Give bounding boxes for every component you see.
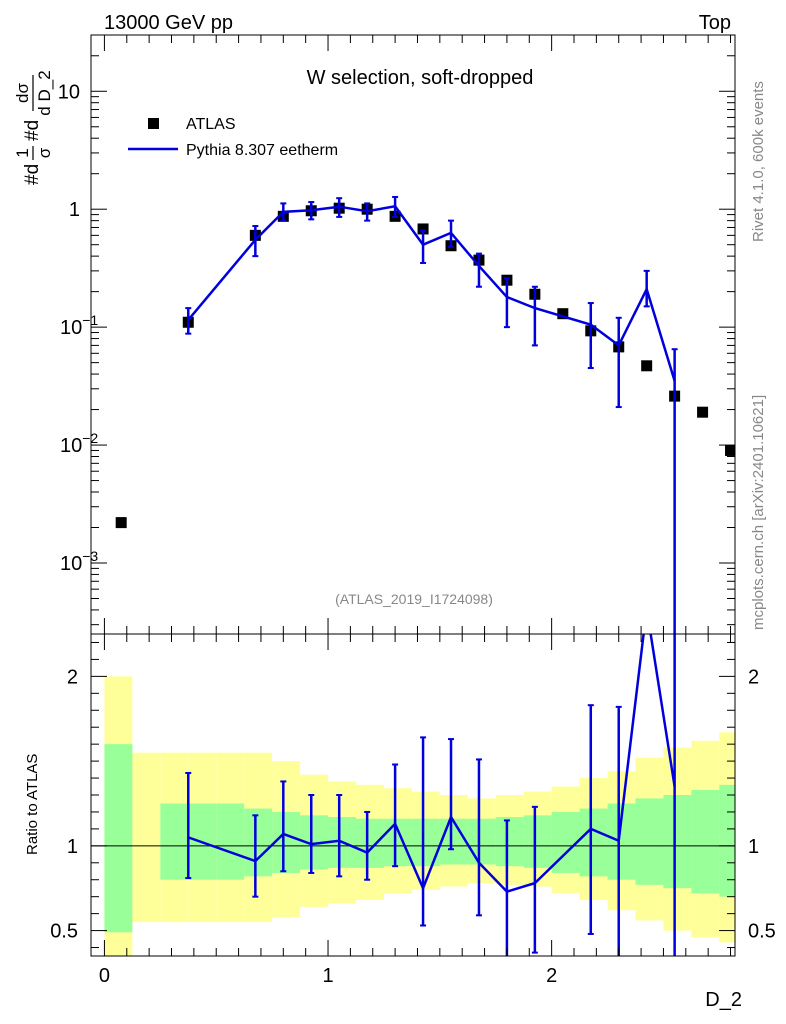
uncertainty-band-inner [719,784,735,897]
ylabel-mid: #d [22,120,43,141]
main-panel: 10 1 10−1 10−2 10−3 W selection, soft-droppe… [58,34,736,635]
top-y-axis-label: #d 1 σ #d dσ d D_2 [13,70,54,185]
top-y-tick-label: 10−3 [60,548,98,575]
ylabel-frac2-num: dσ [13,83,32,103]
mcplots-label: mcplots.cern.ch [arXiv:2401.10621] [750,395,767,630]
uncertainty-band-inner [244,808,273,877]
ratio-y-tick-label-right: 0.5 [748,921,776,943]
uncertainty-band-inner [272,811,301,873]
chart-title: W selection, soft-dropped [307,67,534,89]
uncertainty-band-inner [691,789,720,894]
ylabel-frac1-num: 1 [13,148,32,157]
top-y-tick-label: 10 [58,81,80,103]
ratio-y-tick-label-right: 1 [748,836,759,858]
ratio-line [187,634,676,894]
uncertainty-band-inner [579,808,608,877]
uncertainty-band-outer [132,752,161,923]
uncertainty-band-inner [523,815,552,868]
uncertainty-band-inner [355,818,384,868]
uncertainty-band-inner [104,744,133,933]
uncertainty-band-inner [635,798,664,885]
uncertainty-band-inner [663,795,692,889]
ratio-y-tick-label: 2 [67,666,78,688]
x-axis-label: D_2 [705,989,742,1011]
legend-pythia-label: Pythia 8.307 eetherm [186,142,338,159]
ratio-panel-frame [90,633,736,957]
uncertainty-band-inner [216,803,245,880]
uncertainty-band-inner [467,818,496,865]
atlas-data-point [557,308,569,320]
header-right-label: Top [699,12,731,34]
top-y-tick-label: 1 [69,199,80,221]
ylabel-frac2-den: d D_2 [35,70,54,115]
uncertainty-band-inner [495,817,524,867]
atlas-data-point [641,360,653,372]
ylabel-frac1-den: σ [35,147,54,158]
x-tick-label: 1 [322,965,333,987]
atlas-data-point [115,517,127,529]
atlas-data-point [697,406,709,418]
legend-atlas-marker [148,118,159,129]
rivet-label: Rivet 4.1.0, 600k events [750,81,767,242]
legend-atlas-label: ATLAS [186,116,236,133]
legend: ATLAS Pythia 8.307 eetherm [128,116,338,159]
top-y-tick-label: 10−1 [60,312,98,339]
ratio-y-tick-label: 0.5 [50,921,78,943]
top-y-tick-label: 10−2 [60,430,98,457]
ratio-y-tick-label-right: 2 [748,666,759,688]
uncertainty-band-inner [439,818,468,865]
uncertainty-band-inner [160,803,189,880]
x-tick-label: 2 [546,965,557,987]
ratio-panel: 0 1 2 2 2 1 1 0.5 0.5 Ratio to ATLAS D_2 [24,633,776,1011]
atlas-data-point [417,223,429,235]
ratio-y-label: Ratio to ATLAS [24,754,41,855]
analysis-label: (ATLAS_2019_I1724098) [335,591,493,607]
ylabel-prefix: #d [22,164,43,185]
x-tick-label: 0 [99,965,110,987]
header-left-label: 13000 GeV pp [104,12,233,34]
ratio-y-tick-label: 1 [67,836,78,858]
pythia-line [187,204,676,382]
uncertainty-band-inner [383,818,412,867]
